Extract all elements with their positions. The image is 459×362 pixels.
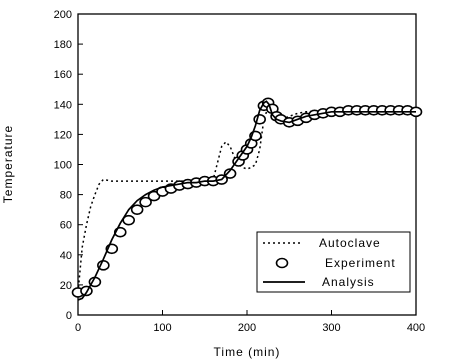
legend-autoclave-label: Autoclave: [319, 236, 381, 250]
legend-analysis-label: Analysis: [322, 275, 375, 289]
y-tick-label: 200: [54, 9, 72, 21]
y-axis: 0 20 40 60 80 100 120 140 160 180 200: [54, 9, 83, 322]
y-tick-label: 80: [60, 190, 72, 202]
x-tick-label: 400: [407, 322, 425, 334]
y-tick-label: 0: [66, 310, 72, 322]
y-tick-label: 140: [54, 99, 72, 111]
y-tick-label: 100: [54, 160, 72, 172]
analysis-line: [77, 100, 416, 301]
series-layer: [71, 97, 423, 301]
experiment-point: [122, 214, 135, 226]
experiment-point: [139, 196, 152, 208]
x-tick-label: 300: [322, 322, 340, 334]
x-tick-label: 200: [238, 322, 256, 334]
legend-experiment-marker: [275, 257, 289, 269]
y-axis-title: Temperature: [1, 125, 15, 203]
y-tick-label: 20: [60, 280, 72, 292]
x-axis-title: Time (min): [214, 345, 281, 359]
y-tick-label: 120: [54, 129, 72, 141]
y-tick-label: 40: [60, 250, 72, 262]
x-tick-label: 0: [75, 322, 81, 334]
legend-experiment-label: Experiment: [325, 256, 396, 270]
x-tick-label: 100: [153, 322, 171, 334]
y-tick-label: 160: [54, 69, 72, 81]
experiment-point: [130, 204, 144, 215]
y-tick-label: 180: [54, 39, 72, 51]
x-axis: 0 100 200 300 400: [75, 310, 425, 334]
legend: Autoclave Experiment Analysis: [256, 231, 411, 293]
y-tick-label: 60: [60, 220, 72, 232]
